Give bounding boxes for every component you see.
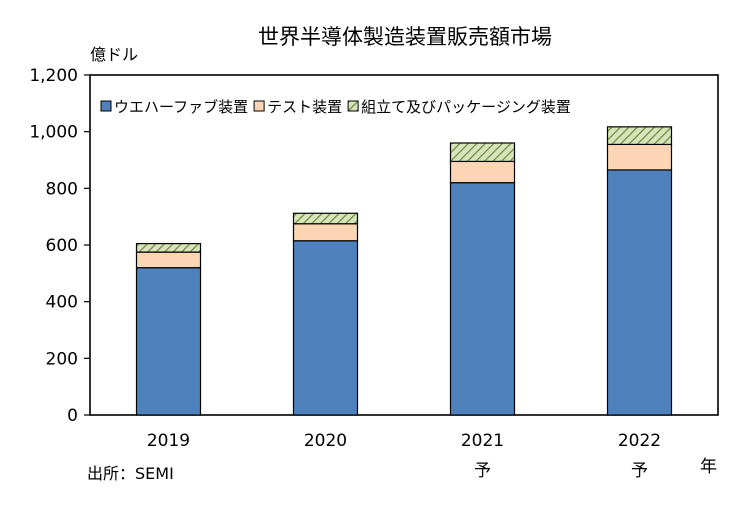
x-tick-label-2019: 2019 bbox=[147, 431, 190, 451]
bar-segment-1-2021 bbox=[449, 182, 516, 416]
bars bbox=[135, 126, 673, 416]
bar-segment-3-2022 bbox=[606, 126, 673, 146]
legend-label-3: 組立て及びパッケージング装置 bbox=[361, 98, 571, 116]
y-tick-label: 400 bbox=[46, 293, 78, 313]
y-axis: 0 200 400 600 800 1,000 1,200 bbox=[29, 66, 90, 426]
source-note: 出所：SEMI bbox=[87, 464, 174, 483]
y-tick-label: 1,000 bbox=[29, 123, 78, 143]
chart-title: 世界半導体製造装置販売額市場 bbox=[258, 25, 552, 49]
bar-segment-2-2019 bbox=[135, 251, 202, 269]
x-axis: 2019 2020 2021 予 2022 予 bbox=[147, 431, 661, 481]
legend-swatch-1 bbox=[100, 100, 112, 112]
bar-segment-3-2020 bbox=[292, 212, 359, 225]
bar-segment-2-2020 bbox=[292, 223, 359, 242]
legend-label-2: テスト装置 bbox=[267, 98, 342, 116]
legend-label-1: ウエハーファブ装置 bbox=[114, 98, 248, 116]
bar-segment-1-2020 bbox=[292, 240, 359, 416]
y-tick-label: 1,200 bbox=[29, 66, 78, 86]
x-tick-label-2021: 2021 bbox=[461, 431, 504, 451]
bar-segment-2-2022 bbox=[606, 143, 673, 171]
y-axis-unit-label: 億ドル bbox=[90, 45, 138, 64]
x-axis-unit-label: 年 bbox=[700, 457, 717, 477]
bar-segment-1-2019 bbox=[135, 267, 202, 416]
y-tick-label: 800 bbox=[46, 179, 78, 199]
bar-segment-3-2019 bbox=[135, 242, 202, 253]
y-tick-label: 200 bbox=[46, 349, 78, 369]
x-tick-label-2020: 2020 bbox=[304, 431, 347, 451]
x-tick-label-2022: 2022 bbox=[618, 431, 661, 451]
bar-segment-3-2021 bbox=[449, 142, 516, 163]
y-tick-label: 600 bbox=[46, 236, 78, 256]
bar-segment-2-2021 bbox=[449, 160, 516, 184]
legend-swatch-3 bbox=[347, 100, 359, 112]
x-tick-note-2022: 予 bbox=[631, 461, 648, 481]
x-tick-note-2021: 予 bbox=[474, 461, 491, 481]
bar-segment-1-2022 bbox=[606, 169, 673, 416]
legend-swatch-2 bbox=[253, 100, 265, 112]
legend: ウエハーファブ装置 テスト装置 組立て及びパッケージング装置 bbox=[100, 98, 571, 116]
y-tick-label: 0 bbox=[67, 406, 78, 426]
